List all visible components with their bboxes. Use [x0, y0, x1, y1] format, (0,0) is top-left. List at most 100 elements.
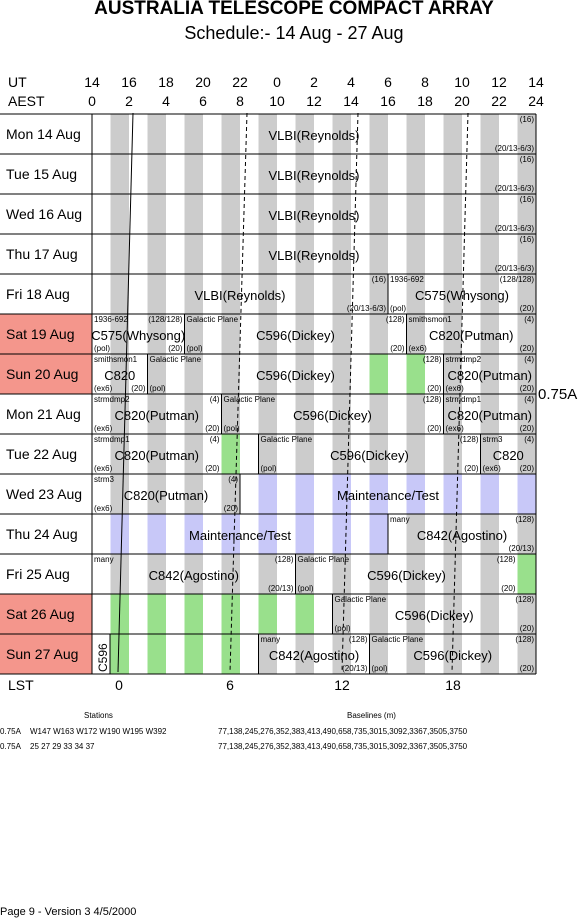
hour-stripe	[184, 594, 203, 634]
day-label: Fri 18 Aug	[6, 286, 70, 302]
hour-stripe	[110, 194, 129, 234]
hour-stripe	[295, 354, 314, 394]
station-list: W147 W163 W172 W190 W195 W392	[30, 727, 167, 736]
hour-stripe	[443, 554, 462, 594]
day-label: Sun 20 Aug	[0, 354, 92, 394]
block-name: C820	[493, 448, 524, 463]
block-channels: (128)	[515, 515, 534, 524]
block-name: C596(Dickey)	[367, 568, 446, 583]
block-channels: (128/128)	[500, 275, 535, 284]
block-mode: (pol)	[372, 664, 388, 673]
hour-stripe	[295, 194, 314, 234]
block-name: C820(Putman)	[447, 368, 532, 383]
schedule-block[interactable]: C820(Putman) strmdmp1 (4) (ex6) (20)	[443, 394, 535, 434]
ut-tick-label: 14	[84, 74, 100, 90]
aest-tick-label: 10	[269, 93, 285, 109]
hour-stripe	[406, 314, 425, 354]
schedule-block[interactable]: C596(Dickey) Galactic Plane (128) (pol) (20)	[221, 394, 442, 434]
schedule-block[interactable]: C596(Dickey) Galactic Plane (128) (pol) (20)	[184, 314, 405, 354]
block-channels: (4)	[228, 475, 238, 484]
block-name: C820(Putman)	[447, 408, 532, 423]
schedule-block[interactable]: VLBI(Reynolds) (16) (20/13-6/3)	[268, 195, 534, 233]
schedule-block[interactable]: C820 smithsmon1 (ex6) (20)	[94, 355, 146, 393]
block-source: smithsmon1	[409, 315, 453, 324]
schedule-block[interactable]: C842(Agostino) many (128) (20/13)	[258, 634, 368, 674]
schedule-block[interactable]: C842(Agostino) many (128) (20/13)	[387, 514, 535, 554]
block-band: (20/13)	[509, 544, 535, 553]
block-name: C820(Putman)	[124, 488, 209, 503]
schedule-block[interactable]: C842(Agostino) many (128) (20/13)	[94, 555, 294, 593]
schedule-block[interactable]: C820(Putman) strmdmp2 (4) (ex6) (20)	[94, 395, 220, 433]
hour-stripe	[480, 354, 499, 394]
hour-stripe	[258, 114, 277, 154]
lst-axis-label: LST	[8, 677, 34, 693]
schedule-block[interactable]: C575(Whysong) 1936-692 (128/128) (pol) (20)	[91, 315, 185, 353]
schedule-block[interactable]: VLBI(Reynolds) (16) (20/13-6/3)	[268, 115, 534, 153]
schedule-block[interactable]: Maintenance/Test	[239, 474, 439, 514]
schedule-block[interactable]: VLBI(Reynolds) (16) (20/13-6/3)	[268, 155, 534, 193]
day-label: Sun 27 Aug	[0, 634, 92, 674]
block-mode: (pol)	[390, 304, 406, 313]
hour-stripe	[147, 314, 166, 354]
hour-stripe	[258, 274, 277, 314]
block-channels: (128)	[386, 315, 405, 324]
schedule-block[interactable]: C575(Whysong) 1936-692 (128/128) (pol) (20)	[387, 274, 535, 314]
schedule-block[interactable]: C596(Dickey) Galactic Plane (128) (pol) (20)	[332, 594, 535, 634]
schedule-block[interactable]: C820(Putman) strm3 (4) (ex6) (20)	[94, 475, 238, 513]
hour-stripe	[369, 434, 388, 474]
lst-tick-label: 0	[115, 677, 123, 693]
schedule-block[interactable]: C820(Putman) strmdmp1 (4) (ex6) (20)	[94, 435, 220, 473]
hour-stripe	[480, 314, 499, 354]
block-mode: (ex6)	[409, 344, 428, 353]
aest-tick-label: 18	[417, 93, 433, 109]
block-band: (20)	[520, 664, 535, 673]
hour-stripe	[517, 354, 536, 394]
day-label: Tue 22 Aug	[6, 446, 78, 462]
lst-line	[341, 112, 359, 673]
block-name: Maintenance/Test	[337, 488, 439, 503]
hour-stripe	[110, 234, 129, 274]
schedule-block[interactable]: C820(Putman) strmdmp2 (4) (ex6) (20)	[443, 354, 535, 394]
hour-stripe	[258, 394, 277, 434]
schedule-block[interactable]: C596(Dickey) Galactic Plane (128) (pol) (20)	[369, 634, 535, 674]
hour-stripe	[258, 514, 277, 554]
block-channels: (128)	[275, 555, 294, 564]
ut-tick-label: 16	[121, 74, 137, 90]
schedule-block[interactable]: VLBI(Reynolds) (16) (20/13-6/3)	[194, 275, 386, 313]
hour-stripe	[147, 594, 166, 634]
block-mode: (ex6)	[94, 424, 113, 433]
block-channels: (128)	[349, 635, 368, 644]
schedule-block[interactable]: C596(Dickey) Galactic Plane (128) (pol) (20)	[258, 434, 479, 474]
hour-stripe	[332, 594, 351, 634]
hour-stripe	[369, 154, 388, 194]
hour-stripe	[369, 394, 388, 434]
hour-stripe	[443, 434, 462, 474]
hour-stripe	[369, 194, 388, 234]
day-label: Sat 19 Aug	[0, 314, 92, 354]
lst-tick-label: 18	[445, 677, 461, 693]
ut-tick-label: 14	[528, 74, 544, 90]
schedule-block[interactable]: VLBI(Reynolds) (16) (20/13-6/3)	[268, 235, 534, 273]
schedule-block[interactable]: C596(Dickey) Galactic Plane (128) (pol) (20)	[147, 354, 442, 394]
hour-stripe	[221, 434, 240, 474]
hour-stripe	[517, 314, 536, 354]
hour-stripe	[147, 274, 166, 314]
hour-stripe	[480, 554, 499, 594]
block-source: many	[94, 555, 114, 564]
block-name: C842(Agostino)	[269, 648, 359, 663]
hour-stripe	[147, 434, 166, 474]
day-label: Thu 24 Aug	[6, 526, 78, 542]
hour-stripe	[184, 114, 203, 154]
schedule-block[interactable]: C820(Putman) smithsmon1 (4) (ex6) (20)	[406, 314, 535, 354]
aest-tick-label: 12	[306, 93, 322, 109]
hour-stripe	[258, 314, 277, 354]
block-mode: (ex6)	[446, 384, 465, 393]
hour-stripe	[517, 154, 536, 194]
schedule-block[interactable]: C596(Dickey) Galactic Plane (128) (pol) (20)	[295, 554, 516, 594]
schedule-block[interactable]: Maintenance/Test	[189, 528, 291, 543]
hour-stripe	[184, 394, 203, 434]
hour-stripe	[147, 514, 166, 554]
schedule-block[interactable]: C820 strm3 (4) (ex6) (20)	[480, 434, 535, 474]
block-name: C596(Dickey)	[293, 408, 372, 423]
block-mode: (ex6)	[483, 464, 502, 473]
